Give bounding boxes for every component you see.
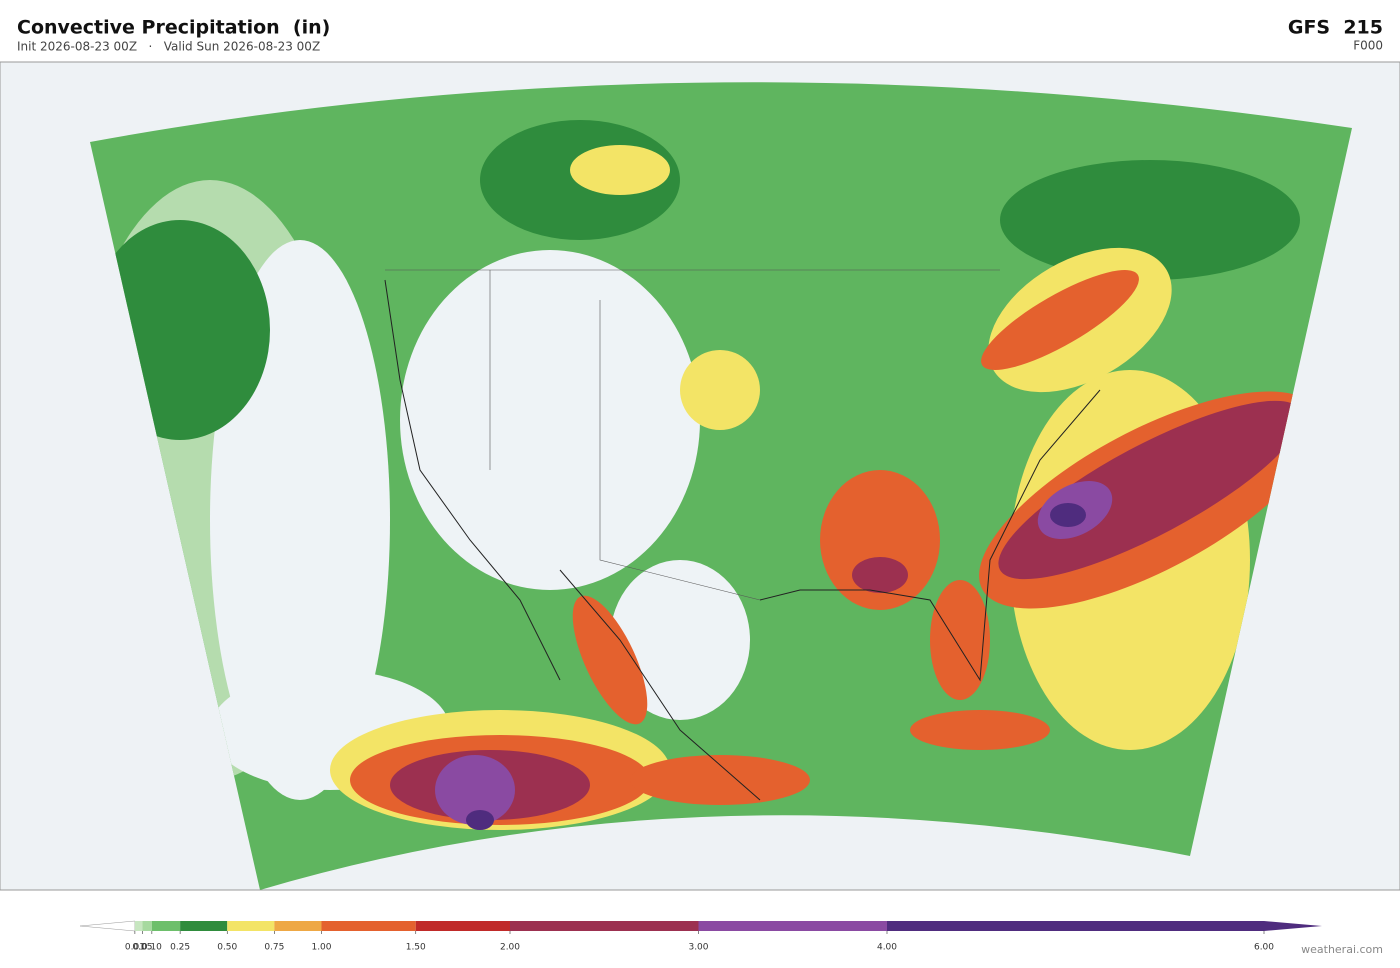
- colorbar-tick-label: 2.00: [500, 943, 520, 953]
- colorbar-segment: [415, 921, 510, 931]
- colorbar-over: [1264, 921, 1322, 931]
- credit: weatherai.com: [1301, 943, 1383, 956]
- model-label: GFS 215: [1288, 17, 1383, 39]
- colorbar-segment: [274, 921, 322, 931]
- colorbar-segment: [698, 921, 887, 931]
- colorbar-tick-label: 1.00: [311, 943, 331, 953]
- forecast-hour: F000: [1353, 39, 1383, 53]
- map-subtitle: Init 2026-08-23 00Z · Valid Sun 2026-08-…: [17, 40, 320, 54]
- colorbar-tick-label: 0.25: [170, 943, 190, 953]
- colorbar-under: [79, 920, 136, 932]
- map-title: Convective Precipitation (in): [17, 17, 330, 39]
- colorbar-segment: [151, 921, 181, 931]
- colorbar-tick-label: 0.10: [142, 943, 162, 953]
- colorbar-segment: [134, 921, 143, 931]
- colorbar-tick-label: 0.05: [132, 943, 152, 953]
- colorbar-tick-label: 0.01: [125, 943, 145, 953]
- colorbar-segment: [180, 921, 228, 931]
- colorbar: 0.010.050.10 0.25 0.50 0.75 1.00 1.50 2.00 3.00…: [79, 920, 1322, 953]
- colorbar-segment: [142, 921, 152, 931]
- colorbar-tick-label: 6.00: [1254, 943, 1274, 953]
- colorbar-tick-label: 4.00: [877, 943, 897, 953]
- colorbar-tick-label: 0.75: [264, 943, 284, 953]
- colorbar-segment: [227, 921, 275, 931]
- colorbar-segment: [321, 921, 416, 931]
- colorbar-tick-label: 3.00: [688, 943, 708, 953]
- colorbar-segment: [510, 921, 699, 931]
- colorbar-segment: [887, 921, 1264, 931]
- colorbar-tick-label: 1.50: [406, 943, 426, 953]
- colorbar-tick-label: 0.50: [217, 943, 237, 953]
- borders: [385, 269, 1000, 601]
- coastline: [384, 279, 1101, 801]
